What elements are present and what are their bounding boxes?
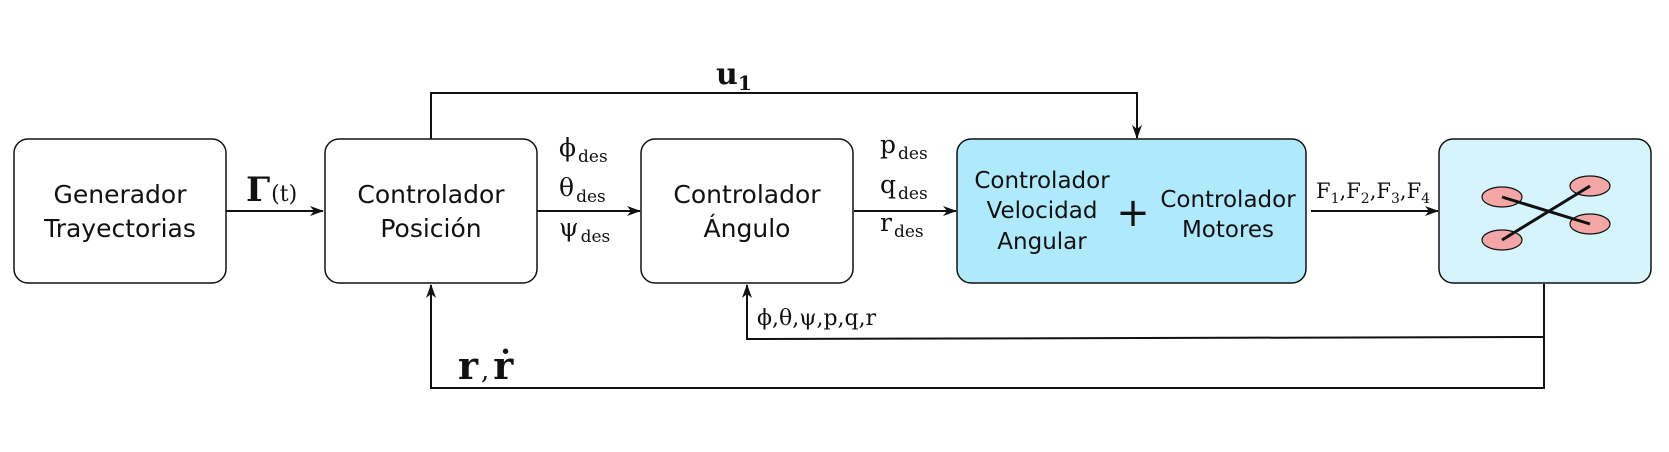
psi-des-label: ψ des	[559, 213, 610, 247]
gamma-label: Γ(t)	[246, 170, 297, 210]
position-controller-block	[324, 138, 538, 284]
rate-motor-controller-block	[956, 138, 1307, 284]
trajectory-generator-block	[13, 138, 227, 284]
position-feedback-label: r,ṙ	[458, 343, 514, 388]
attitude-feedback-label: ϕ,θ,ψ,p,q,r	[757, 306, 877, 331]
u1-label: u1	[716, 57, 752, 95]
generator-label-line1: Generador	[53, 180, 187, 209]
position-feedback-arrow	[426, 284, 1545, 389]
motors-label-line1: Controlador	[1160, 187, 1296, 213]
theta-des-label: θ des	[559, 173, 606, 207]
generator-label-line2: Trayectorias	[43, 214, 196, 243]
quadrotor-icon	[1481, 175, 1611, 251]
rate-label-line1: Controlador	[974, 168, 1110, 194]
forces-label: F1,F2,F3,F4	[1316, 179, 1430, 207]
p-des-label: p des	[880, 130, 928, 164]
phi-des-label: ϕ des	[559, 133, 608, 167]
q-des-label: q des	[880, 170, 928, 204]
r-des-label: r des	[880, 208, 924, 242]
motors-label-line2: Motores	[1182, 217, 1274, 243]
arm-icon	[1501, 195, 1591, 226]
attitude-feedback-arrow	[742, 284, 1545, 341]
angle-label-line1: Controlador	[673, 180, 821, 209]
thrust-u1-arrow	[430, 92, 1142, 139]
position-label-line2: Posición	[380, 214, 481, 243]
plus-sign: +	[1116, 190, 1150, 236]
angle-controller-block	[640, 138, 854, 284]
rate-label-line2: Velocidad	[987, 198, 1098, 224]
rate-label-line3: Angular	[997, 229, 1087, 255]
arm-icon	[1501, 184, 1591, 242]
position-label-line1: Controlador	[357, 180, 505, 209]
angle-label-line2: Ángulo	[704, 214, 791, 243]
